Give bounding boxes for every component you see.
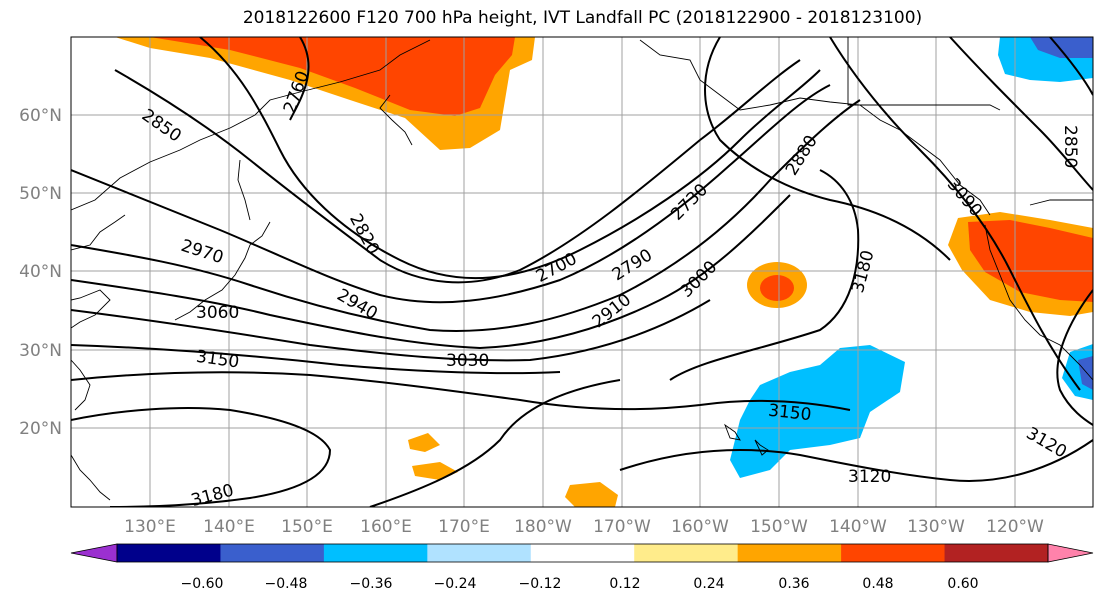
contour-label: 3150 — [767, 401, 812, 425]
colorbar-tick: −0.12 — [519, 576, 562, 592]
colorbar-segments — [70, 543, 1094, 563]
lat-label-50n: 50°N — [19, 184, 62, 204]
contour-label: 3120 — [848, 467, 891, 487]
plot-frame — [70, 36, 1094, 508]
colorbar-tick: 0.60 — [947, 576, 978, 592]
map-title: 2018122600 F120 700 hPa height, IVT Land… — [242, 8, 923, 28]
colorbar-segment — [117, 544, 221, 562]
colorbar-tick: −0.36 — [350, 576, 393, 592]
colorbar-extend-max — [1047, 543, 1094, 563]
contour-label: 3060 — [196, 303, 239, 323]
colorbar-segment — [323, 544, 428, 562]
colorbar-segment — [530, 544, 635, 562]
lat-label-20n: 20°N — [19, 419, 62, 439]
colorbar-segment — [841, 544, 946, 562]
colorbar-tick: −0.48 — [265, 576, 308, 592]
lon-label: 130°E — [124, 517, 176, 537]
plot-area — [71, 37, 1093, 507]
colorbar-tick: −0.24 — [434, 576, 477, 592]
colorbar-tick: −0.60 — [181, 576, 224, 592]
height-contours — [71, 37, 1093, 507]
colorbar-tick: 0.24 — [693, 576, 724, 592]
lat-labels: 20°N 30°N 40°N 50°N 60°N — [19, 106, 62, 439]
lat-label-60n: 60°N — [19, 106, 62, 126]
lon-label: 150°W — [750, 517, 808, 537]
lon-label: 160°E — [360, 517, 412, 537]
colorbar-frame — [116, 543, 1049, 563]
lon-label: 170°W — [593, 517, 651, 537]
lon-label: 150°E — [281, 517, 333, 537]
contour-label: 2850 — [1060, 125, 1080, 168]
colorbar-segment — [220, 544, 325, 562]
colorbar-segment — [737, 544, 842, 562]
contour-label: 3030 — [446, 351, 489, 371]
colorbar-tick: 0.36 — [778, 576, 809, 592]
colorbar-segment — [427, 544, 532, 562]
lon-label: 180°W — [514, 517, 572, 537]
colorbar-ticks: −0.60 −0.48 −0.36 −0.24 −0.12 0.12 0.24 … — [181, 576, 979, 592]
lat-label-30n: 30°N — [19, 341, 62, 361]
colorbar-tick: 0.48 — [862, 576, 893, 592]
lon-label: 140°W — [829, 517, 887, 537]
lon-label: 160°W — [671, 517, 729, 537]
graticule — [71, 37, 1093, 507]
lat-label-40n: 40°N — [19, 262, 62, 282]
colorbar-segment — [634, 544, 739, 562]
colorbar-tick: 0.12 — [609, 576, 640, 592]
lon-label: 170°E — [438, 517, 490, 537]
coastlines — [71, 37, 1093, 501]
colorbar-segment — [944, 544, 1049, 562]
colorbar: −0.60 −0.48 −0.36 −0.24 −0.12 0.12 0.24 … — [70, 543, 1094, 592]
colorbar-extend-min — [70, 543, 118, 563]
lon-label: 140°E — [203, 517, 255, 537]
ivt-shading — [115, 37, 1093, 507]
lon-label: 130°W — [907, 517, 965, 537]
lon-label: 120°W — [986, 517, 1044, 537]
lon-labels: 130°E 140°E 150°E 160°E 170°E 180°W 170°… — [124, 517, 1044, 537]
